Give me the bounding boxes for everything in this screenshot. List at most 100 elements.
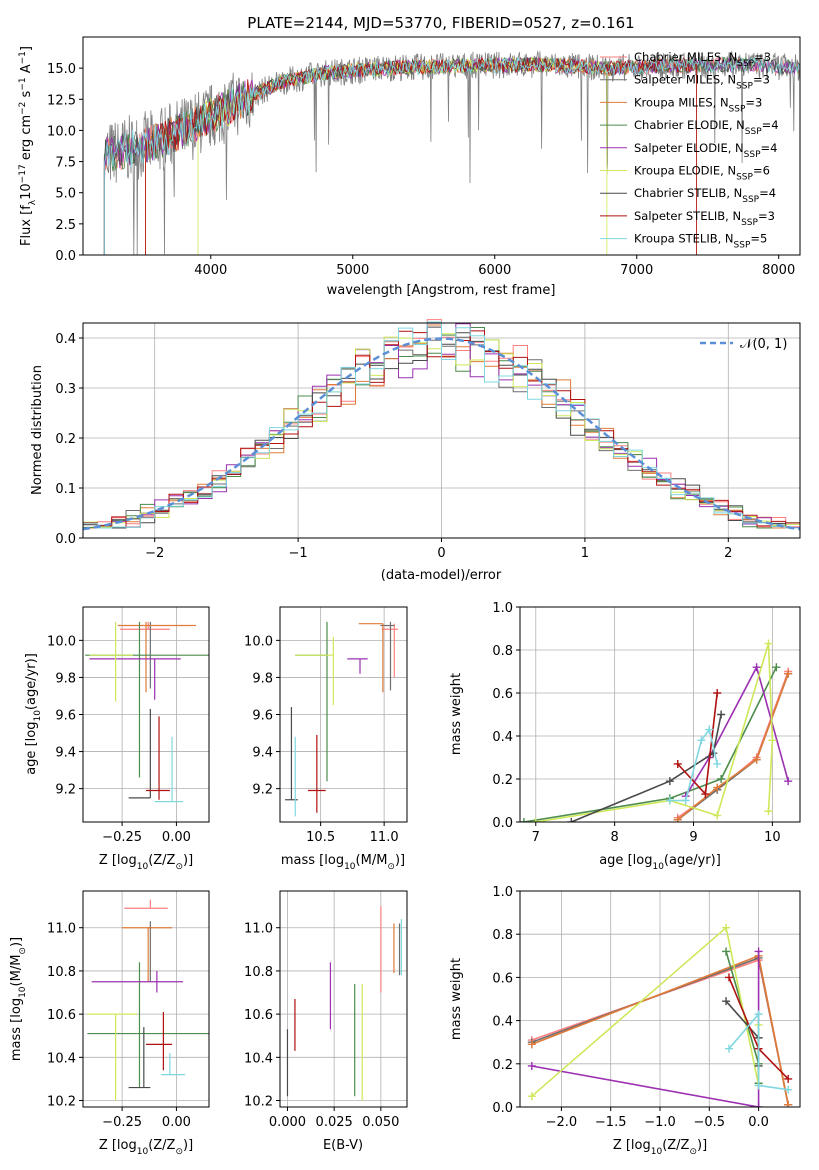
panel-xlabel: E(B-V) (323, 1138, 363, 1153)
weight-point-marker (772, 663, 781, 672)
weight-point-marker (784, 777, 793, 786)
label-part: SSP (734, 241, 751, 251)
panel-ylabel: age [log10(age/yr)] (24, 653, 43, 775)
label-part: Z [log (613, 1138, 651, 1153)
panel-xtick-label: −1.5 (595, 1115, 627, 1130)
spectrum-ytick-label: 0.0 (55, 249, 76, 264)
label-part: SSP (729, 104, 746, 114)
spectrum-ytick-label: 7.5 (55, 156, 76, 171)
panel-xtick-label: 0.00 (162, 830, 191, 845)
panel-frame (279, 890, 408, 1108)
panel-xtick-label: 10.5 (306, 830, 335, 845)
label-part: −1 (18, 51, 28, 64)
panel-ytick-label: 9.2 (252, 783, 273, 798)
label-part: Chabrier MILES, N (634, 50, 737, 64)
weight-point-marker (713, 783, 722, 792)
label-part: (age/yr)] (664, 853, 721, 868)
label-part: =3 (745, 95, 762, 109)
weight-point-marker (754, 1010, 763, 1019)
label-part: (Z/Z (662, 1138, 689, 1153)
weight-series-line (677, 673, 789, 821)
panel-ytick-label: 10.6 (244, 1008, 273, 1023)
panel-xtick-label: 0.0 (748, 1115, 769, 1130)
label-part: (M/M (356, 853, 388, 868)
label-part: =4 (761, 141, 778, 155)
weight-point-marker (722, 947, 731, 956)
panel-ytick-label: 0.8 (492, 644, 513, 659)
panel-ytick-label: 10.2 (47, 1095, 76, 1110)
label-part: age [log (24, 722, 39, 775)
label-part: Salpeter ELODIE, N (634, 141, 744, 155)
spectrum-xtick-label: 4000 (194, 263, 227, 278)
weight-point-marker (768, 736, 777, 745)
panel-ytick-label: 11.0 (244, 922, 273, 937)
panel-xlabel: Z [log10(Z/Z⊙)] (99, 853, 193, 872)
label-part: SSP (741, 218, 758, 228)
label-part: =5 (750, 232, 767, 246)
label-part: Z [log (99, 853, 137, 868)
label-part: mass [log (281, 853, 344, 868)
panel-xtick-label: 0.00 (162, 1115, 191, 1130)
label-part: SSP (745, 127, 762, 137)
weight-point-marker (713, 689, 722, 697)
label-part: ⊙ (175, 1147, 183, 1157)
panel-xtick-label: −0.25 (102, 830, 142, 845)
residual-ytick-label: 0.2 (55, 432, 76, 447)
label-part: 10 (652, 862, 664, 872)
panel-ytick-label: 0.4 (492, 1015, 513, 1030)
panel-xtick-label: 0.025 (316, 1115, 353, 1130)
spectrum-frame (82, 36, 801, 256)
legend-label: Kroupa MILES, NSSP=3 (634, 95, 762, 114)
residual-ytick-label: 0.1 (55, 482, 76, 497)
label-part: ⊙ (387, 862, 395, 872)
label-part: mass [log (9, 998, 24, 1061)
spectrum-ticks: 4000 5000 6000 7000 8000 0.0 2.5 5.0 7.5 10.0 12.5… (47, 62, 795, 278)
label-part: SSP (742, 195, 759, 205)
panel-ytick-label: 10.2 (244, 1095, 273, 1110)
panel-ytick-label: 9.6 (252, 709, 273, 724)
gaussian-curve (82, 337, 801, 531)
weight-point-marker (784, 1074, 793, 1083)
spectrum-ytick-label: 2.5 (55, 218, 76, 233)
label-part: Z [log (99, 1138, 137, 1153)
weight-point-marker (725, 1044, 734, 1053)
weight-point-marker (701, 790, 710, 799)
weight-series-line (531, 951, 760, 1107)
weight-point-marker (527, 1061, 536, 1070)
legend-label: Kroupa ELODIE, NSSP=6 (634, 164, 770, 183)
weight-point-marker (764, 807, 773, 816)
legend-label: Chabrier MILES, NSSP=3 (634, 50, 771, 69)
label-part: ⊙ (175, 862, 183, 872)
weight-vs-age-marks (520, 639, 793, 822)
chart-title: PLATE=2144, MJD=53770, FIBERID=0527, z=0… (247, 14, 634, 32)
panel-ytick-label: 10.8 (244, 965, 273, 980)
label-part: A (19, 64, 34, 77)
label-part: SSP (744, 150, 761, 160)
label-part: s (19, 90, 34, 101)
label-part: Flux [f (19, 205, 34, 246)
panel-xtick-label: 10 (764, 830, 781, 845)
label-part: 10 (18, 986, 28, 998)
panel-ytick-label: 9.4 (55, 746, 76, 761)
spectrum-ytick-label: 10.0 (47, 124, 76, 139)
label-part: =4 (762, 118, 779, 132)
legend-label: Salpeter ELODIE, NSSP=4 (634, 141, 777, 160)
label-part: ] (19, 46, 34, 51)
weight-point-marker (754, 947, 763, 956)
weight-point-marker (520, 818, 528, 822)
residual-xlabel: (data-model)/error (381, 568, 502, 583)
weight-point-marker (752, 663, 761, 672)
label-part: =4 (759, 186, 776, 200)
age-vs-mass-panel: 10.5 11.0 9.2 9.4 9.6 9.8 10.0 mass [log10(M/M⊙… (244, 606, 408, 872)
label-part: (M/M (9, 955, 24, 987)
panel-ytick-label: 9.4 (252, 746, 273, 761)
weight-point-marker (764, 639, 773, 648)
panel-ytick-label: 10.0 (47, 634, 76, 649)
spectrum-ytick-label: 12.5 (47, 93, 76, 108)
age-vs-mass-marks (285, 621, 399, 817)
weight-point-marker (784, 669, 793, 678)
weight-point-marker (713, 759, 722, 768)
label-part: 10 (651, 1147, 663, 1157)
label-part: Kroupa MILES, N (634, 95, 729, 109)
